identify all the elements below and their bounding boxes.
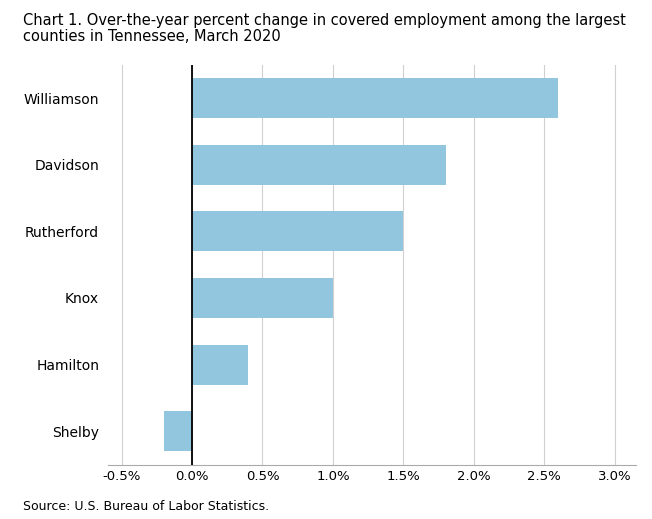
Bar — [192, 78, 558, 118]
Bar — [164, 411, 192, 451]
Text: counties in Tennessee, March 2020: counties in Tennessee, March 2020 — [23, 29, 280, 44]
Text: Source: U.S. Bureau of Labor Statistics.: Source: U.S. Bureau of Labor Statistics. — [23, 500, 269, 513]
Bar — [192, 145, 445, 185]
Bar — [192, 345, 248, 385]
Bar — [192, 211, 404, 251]
Bar — [192, 278, 333, 318]
Text: Chart 1. Over-the-year percent change in covered employment among the largest: Chart 1. Over-the-year percent change in… — [23, 13, 626, 28]
